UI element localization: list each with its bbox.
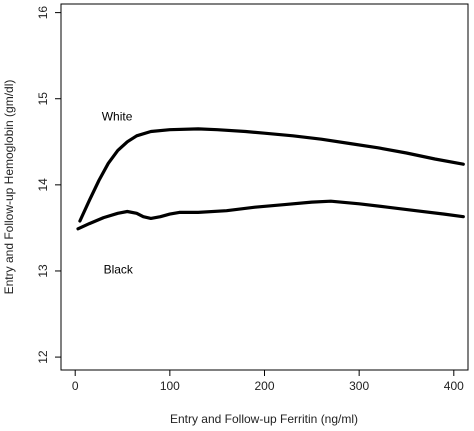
x-axis-title: Entry and Follow-up Ferritin (ng/ml) — [170, 412, 358, 426]
y-tick-label: 15 — [36, 92, 50, 106]
series-label-black: Black — [104, 263, 134, 277]
series-labels: White Black — [102, 109, 134, 276]
y-axis-title: Entry and Follow-up Hemoglobin (gm/dl) — [2, 80, 16, 295]
plot-frame — [60, 3, 469, 371]
y-tick-label: 12 — [36, 350, 50, 364]
series-lines — [76, 127, 465, 231]
y-tick-label: 14 — [36, 178, 50, 192]
x-tick-label: 200 — [254, 379, 274, 393]
series-line-white — [78, 127, 465, 223]
series-line-black — [76, 199, 465, 231]
axis-ticks: 0 100 200 300 400 12 13 14 15 16 — [36, 6, 464, 393]
x-tick-label: 400 — [444, 379, 464, 393]
series-label-white: White — [102, 109, 133, 123]
x-tick-label: 300 — [349, 379, 369, 393]
y-tick-label: 13 — [36, 264, 50, 278]
x-tick-label: 0 — [72, 379, 79, 393]
x-tick-label: 100 — [160, 379, 180, 393]
y-tick-label: 16 — [36, 6, 50, 20]
